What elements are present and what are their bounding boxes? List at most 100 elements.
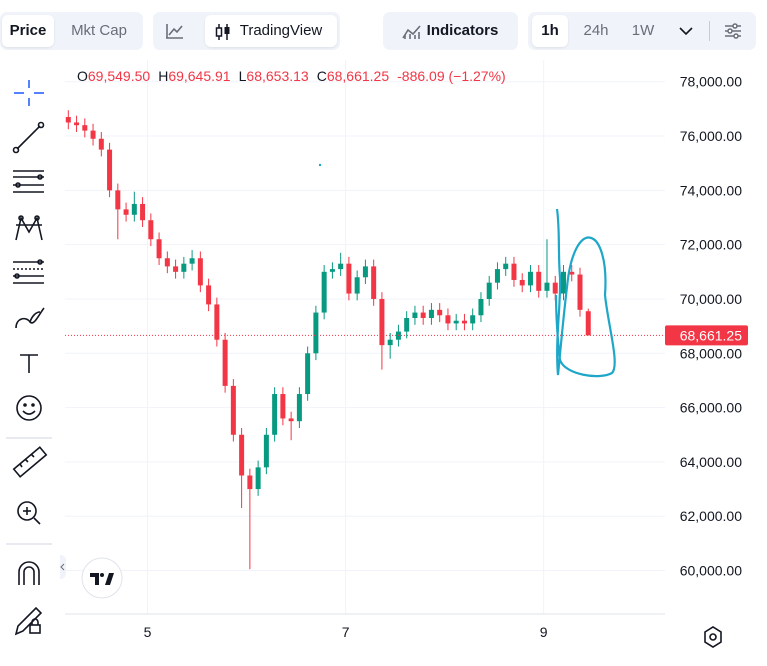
candle-body: [544, 282, 550, 291]
tradingview-label: TradingView: [239, 22, 323, 39]
lock-drawing-tool[interactable]: [14, 606, 43, 636]
candle-body: [503, 263, 509, 270]
x-tick-label: 9: [540, 624, 548, 640]
candle-body: [371, 266, 377, 299]
candle-body: [569, 271, 575, 275]
y-tick-label: 70,000.00: [680, 291, 742, 307]
legend-change: -886.09 (−1.27%): [397, 68, 506, 84]
candle-body: [98, 138, 104, 150]
candle-body: [280, 394, 286, 419]
candle-body: [552, 282, 558, 294]
candle-body: [222, 339, 228, 386]
legend-value: 69,645.91: [168, 68, 230, 84]
crosshair-tool[interactable]: [14, 80, 44, 106]
pattern-tool[interactable]: [15, 215, 43, 241]
y-tick-label: 68,000.00: [680, 345, 742, 361]
ohlc-legend: O69,549.50 H69,645.91 L68,653.13 C68,661.25…: [77, 68, 506, 84]
candle-body: [148, 220, 154, 240]
candle-body: [354, 277, 360, 294]
candle-body: [412, 312, 418, 318]
candle-body: [470, 315, 476, 324]
candle-body: [379, 298, 385, 346]
price-button[interactable]: Price: [2, 15, 54, 47]
candle-body: [123, 209, 129, 215]
y-tick-label: 76,000.00: [680, 128, 742, 144]
candle-body: [536, 271, 542, 291]
candle-body: [428, 309, 434, 318]
settings-icon[interactable]: [724, 23, 742, 39]
y-tick-label: 74,000.00: [680, 182, 742, 198]
candle-body: [560, 271, 566, 294]
chevron-icon[interactable]: [678, 25, 694, 37]
axis-settings-icon[interactable]: [704, 626, 722, 648]
candle-body: [305, 353, 311, 395]
trend-line-tool[interactable]: [12, 121, 45, 154]
legend-value: 68,653.13: [246, 68, 308, 84]
candle-body: [90, 130, 96, 139]
candle-body: [140, 203, 146, 221]
last-price-label: 68,661.25: [680, 327, 742, 343]
candle-body: [362, 266, 368, 278]
legend-label: H: [158, 68, 168, 84]
separator: [709, 21, 710, 41]
line-chart-icon[interactable]: [165, 22, 185, 40]
y-tick-label: 60,000.00: [680, 563, 742, 579]
candle-body: [313, 312, 319, 354]
candle-body: [65, 117, 71, 123]
candle-body: [115, 190, 121, 210]
y-tick-label: 62,000.00: [680, 508, 742, 524]
interval-group: 1h 24h 1W: [528, 12, 756, 50]
interval-button[interactable]: 1W: [631, 22, 655, 39]
candle-body: [272, 394, 278, 435]
legend-label: O: [77, 68, 88, 84]
candle-body: [173, 266, 179, 272]
candle-body: [338, 263, 344, 270]
candle-body: [296, 394, 302, 422]
legend-value: 69,549.50: [88, 68, 150, 84]
candle-body: [288, 418, 294, 422]
magnet-tool[interactable]: [18, 561, 40, 585]
candle-body: [445, 315, 451, 324]
candle-body: [486, 282, 492, 299]
candle-body: [230, 385, 236, 435]
grid: [65, 60, 665, 614]
annotation-dot: [318, 163, 322, 167]
horizontal-lines-tool[interactable]: [13, 170, 44, 193]
candle-body: [239, 434, 245, 476]
ruler-tool[interactable]: [12, 446, 48, 478]
text-tool[interactable]: [20, 354, 38, 373]
y-tick-label: 66,000.00: [680, 400, 742, 416]
tradingview-logo[interactable]: [81, 557, 123, 599]
x-tick-label: 5: [144, 624, 152, 640]
legend-label: C: [317, 68, 327, 84]
collapse-tab[interactable]: [60, 555, 66, 579]
candle-body: [577, 274, 583, 310]
interval-button[interactable]: 1h: [532, 15, 568, 47]
candle-body: [519, 279, 525, 286]
fib-tool[interactable]: [13, 259, 44, 284]
brush-tool[interactable]: [15, 307, 45, 329]
candle-body: [461, 320, 467, 324]
candle-body: [387, 339, 393, 346]
candle-body: [197, 258, 203, 286]
y-tick-label: 72,000.00: [680, 237, 742, 253]
candle-body: [453, 320, 459, 324]
legend-label: L: [239, 68, 247, 84]
zoom-tool[interactable]: [17, 501, 41, 525]
candle-body: [82, 125, 88, 131]
emoji-tool[interactable]: [16, 395, 42, 421]
candle-body: [263, 434, 269, 468]
candle-body: [321, 271, 327, 313]
y-tick-label: 78,000.00: [680, 74, 742, 90]
price-toggle: Price Mkt Cap: [0, 12, 143, 50]
candle-body: [189, 258, 195, 264]
chart-style-toggle: TradingView: [153, 12, 340, 50]
hand-drawn-annotation: [554, 208, 616, 378]
candle-body: [214, 304, 220, 340]
candle-body: [206, 285, 212, 305]
mkt-cap-button[interactable]: Mkt Cap: [71, 22, 127, 39]
interval-button[interactable]: 24h: [583, 22, 609, 39]
indicators-button[interactable]: Indicators: [383, 15, 518, 47]
chart: 60,000.00 62,000.00 64,000.00 66,000.00 68,0…: [60, 60, 748, 648]
